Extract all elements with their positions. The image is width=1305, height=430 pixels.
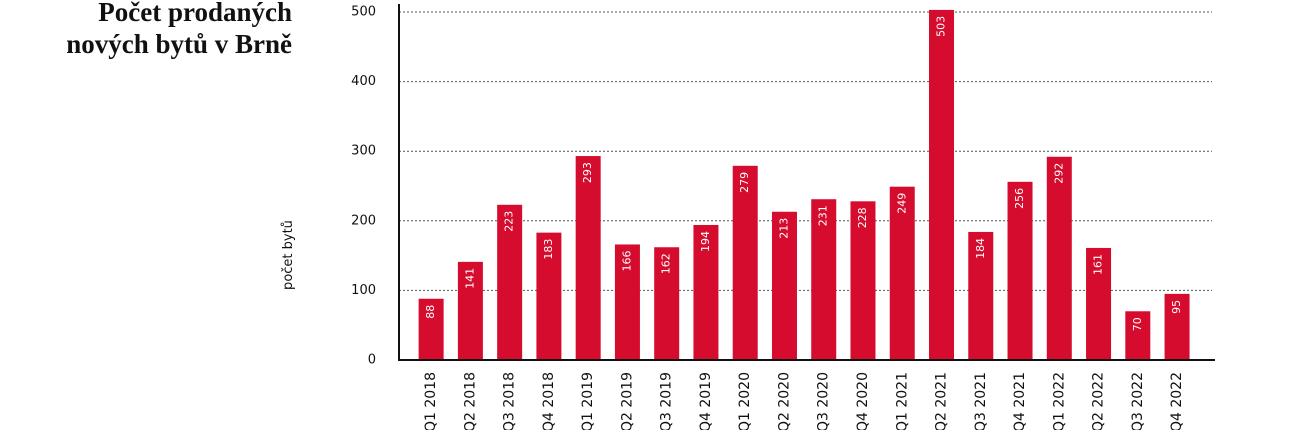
value-label: 88 — [424, 305, 437, 319]
x-tick-label: Q4 2019 — [698, 372, 714, 430]
x-tick-label: Q2 2018 — [462, 372, 478, 430]
x-tick-label: Q1 2018 — [423, 372, 439, 430]
x-tick-label: Q2 2021 — [934, 372, 950, 430]
bar — [575, 156, 601, 360]
value-label: 503 — [935, 16, 948, 37]
bar — [1125, 311, 1151, 360]
value-label: 223 — [503, 211, 516, 232]
value-label: 161 — [1092, 254, 1105, 275]
chart-title: Počet prodaných nových bytů v Brně — [66, 0, 292, 59]
value-label: 70 — [1131, 317, 1144, 331]
x-tick-label: Q1 2019 — [580, 372, 596, 430]
bar — [418, 298, 444, 360]
value-label: 184 — [974, 238, 987, 259]
x-tick-label: Q2 2020 — [776, 372, 792, 430]
x-tick-label: Q1 2021 — [894, 372, 910, 430]
value-label: 166 — [620, 250, 633, 271]
x-tick-label: Q4 2021 — [1012, 372, 1028, 430]
value-label: 213 — [777, 218, 790, 239]
value-label: 293 — [581, 162, 594, 183]
value-label: 279 — [738, 172, 751, 193]
x-tick-label: Q2 2019 — [619, 372, 635, 430]
bar — [811, 199, 837, 360]
x-tick-label: Q4 2018 — [541, 372, 557, 430]
y-axis-label: počet bytů — [281, 220, 296, 290]
x-tick-label: Q1 2022 — [1051, 372, 1067, 430]
value-label: 231 — [817, 205, 830, 226]
bar — [1086, 247, 1112, 360]
x-tick-label: Q1 2020 — [737, 372, 753, 430]
value-label: 141 — [463, 268, 476, 289]
y-tick-label: 100 — [351, 283, 376, 298]
value-label: 228 — [856, 207, 869, 228]
y-tick-label: 200 — [351, 213, 376, 228]
value-label: 256 — [1013, 188, 1026, 209]
x-tick-label: Q4 2020 — [855, 372, 871, 430]
x-tick-label: Q3 2020 — [816, 372, 832, 430]
x-tick-label: Q4 2022 — [1169, 372, 1185, 430]
bar — [968, 231, 994, 360]
bar — [771, 211, 797, 360]
x-tick-label: Q3 2022 — [1130, 372, 1146, 430]
bar — [614, 244, 640, 360]
bar — [850, 201, 876, 360]
value-label: 292 — [1052, 163, 1065, 184]
bar — [654, 247, 680, 360]
bar — [1164, 293, 1190, 360]
y-tick-label: 500 — [351, 5, 376, 20]
bar — [929, 9, 955, 361]
value-label: 95 — [1170, 300, 1183, 314]
bar — [693, 224, 719, 360]
bar — [1007, 181, 1033, 360]
y-tick-label: 300 — [351, 144, 376, 159]
bar — [732, 165, 758, 360]
value-label: 183 — [542, 239, 555, 260]
value-label: 162 — [660, 253, 673, 274]
x-tick-label: Q3 2018 — [502, 372, 518, 430]
bar — [497, 204, 523, 360]
x-tick-label: Q3 2021 — [973, 372, 989, 430]
y-tick-label: 400 — [351, 74, 376, 89]
x-tick-label: Q3 2019 — [659, 372, 675, 430]
bar — [889, 186, 915, 360]
x-tick-label: Q2 2022 — [1091, 372, 1107, 430]
bar — [1046, 156, 1072, 360]
bar — [536, 232, 562, 360]
value-label: 194 — [699, 231, 712, 252]
y-tick-label: 0 — [368, 353, 376, 368]
bar — [457, 261, 483, 360]
value-label: 249 — [895, 193, 908, 214]
